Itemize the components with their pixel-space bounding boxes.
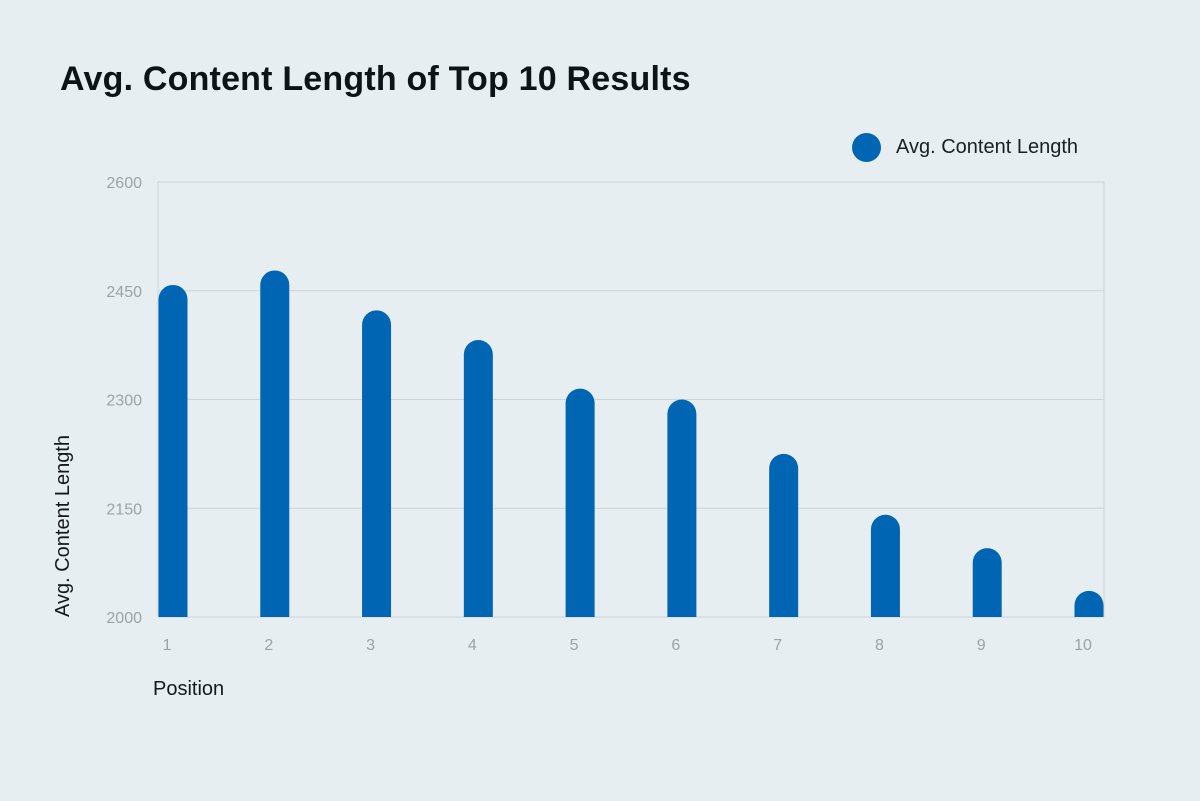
bar-3 — [362, 310, 392, 617]
bar-10 — [1074, 590, 1104, 617]
x-tick-label: 9 — [977, 637, 986, 654]
bar-2 — [260, 270, 290, 617]
bar-7 — [769, 453, 799, 617]
x-tick-label: 2 — [264, 637, 273, 654]
bar-5 — [565, 388, 595, 617]
x-tick-label: 7 — [773, 637, 782, 654]
y-tick-label: 2600 — [106, 175, 142, 192]
legend-label: Avg. Content Length — [896, 136, 1078, 158]
chart-title: Avg. Content Length of Top 10 Results — [60, 60, 691, 98]
x-tick-label: 10 — [1074, 637, 1092, 654]
legend: Avg. Content Length — [852, 133, 1078, 162]
y-tick-label: 2000 — [106, 610, 142, 627]
x-tick-label: 4 — [468, 637, 477, 654]
legend-swatch — [852, 133, 881, 162]
bar-1 — [158, 284, 188, 617]
x-tick-label: 1 — [163, 637, 172, 654]
x-tick-labels: 1 2 3 4 5 6 7 8 9 10 — [163, 637, 1092, 654]
bar-4 — [463, 340, 493, 617]
bar-layer — [158, 270, 1104, 617]
x-tick-label: 5 — [570, 637, 579, 654]
x-axis-title: Position — [153, 678, 224, 700]
y-tick-label: 2150 — [106, 501, 142, 518]
x-tick-label: 8 — [875, 637, 884, 654]
y-axis-title: Avg. Content Length — [52, 435, 74, 617]
bar-6 — [667, 399, 697, 617]
x-tick-label: 3 — [366, 637, 375, 654]
bar-9 — [972, 548, 1002, 617]
y-tick-label: 2300 — [106, 393, 142, 410]
y-tick-labels: 2000 2150 2300 2450 2600 — [106, 175, 142, 627]
bar-8 — [870, 514, 900, 617]
grid-layer — [157, 181, 1105, 618]
y-tick-label: 2450 — [106, 284, 142, 301]
x-tick-label: 6 — [671, 637, 680, 654]
